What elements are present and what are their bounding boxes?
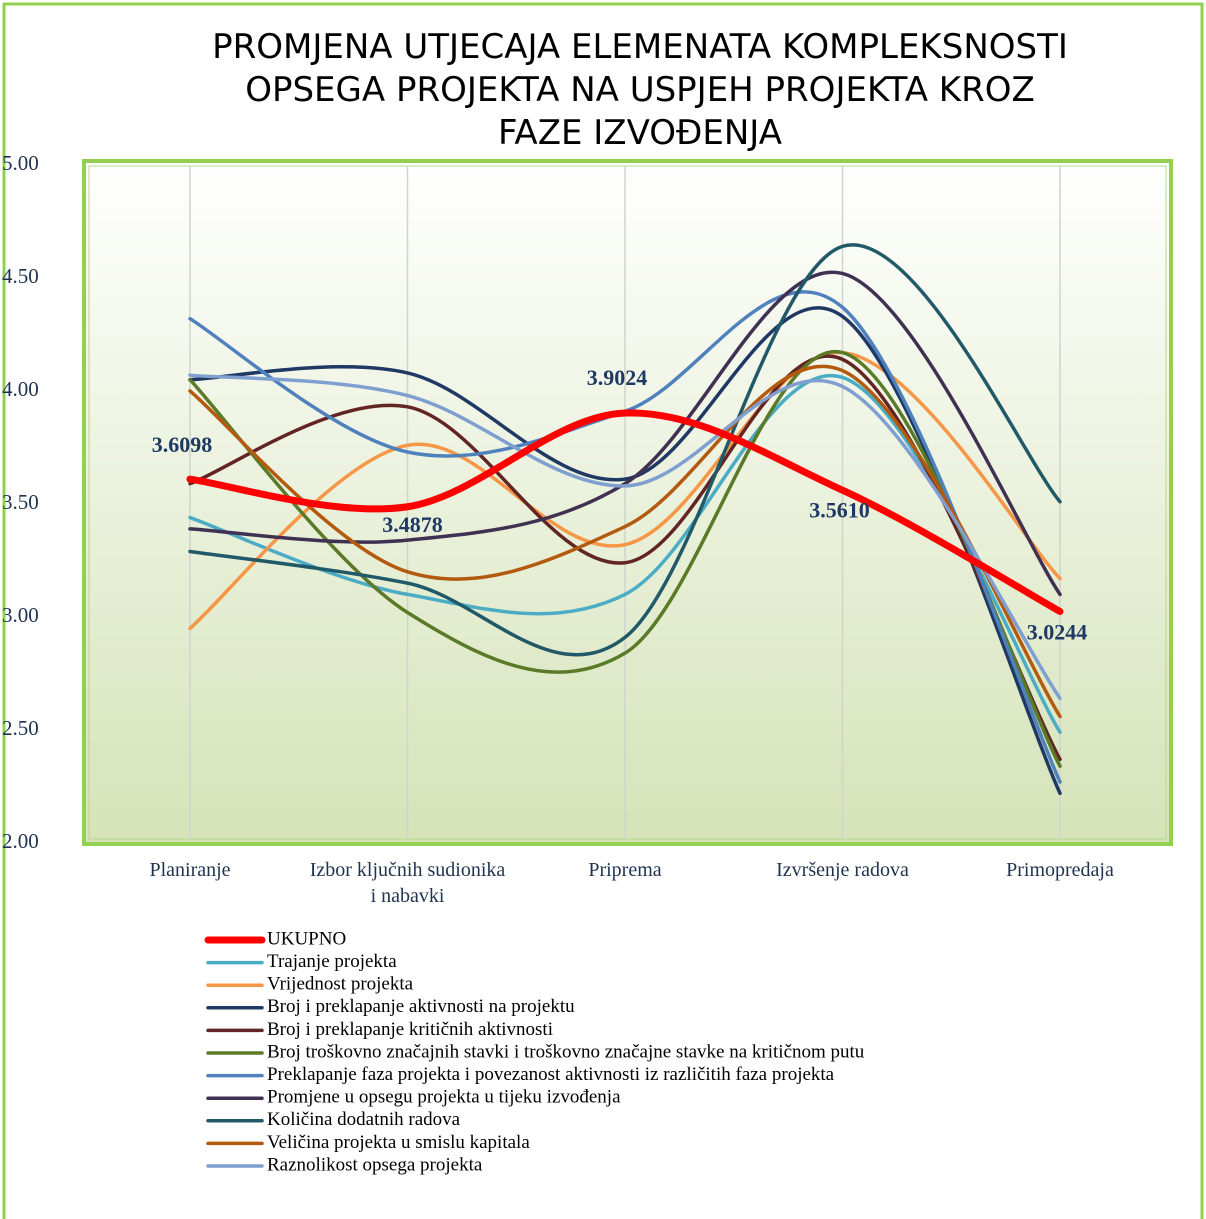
data-label: 3.9024 [587,365,648,390]
legend-label: Broj i preklapanje kritičnih aktivnosti [267,1019,553,1040]
series-line [188,373,1062,701]
legend-label: Broj i preklapanje aktivnosti na projekt… [267,996,575,1017]
legend-label: Veličina projekta u smislu kapitala [267,1132,530,1153]
legend-label: Broj troškovno značajnih stavki i troško… [267,1041,865,1062]
legend-label: Količina dodatnih radova [267,1109,461,1130]
x-tick-label: Priprema [588,859,662,881]
chart-title: FAZE IZVOĐENJA [498,113,782,153]
y-tick-label: 4.50 [2,264,39,288]
data-label: 3.4878 [382,512,443,537]
legend-label: Preklapanje faza projekta i povezanost a… [267,1064,835,1085]
series-line [188,364,1062,719]
legend-label: Promjene u opsegu projekta u tijeku izvo… [267,1087,621,1108]
chart-title: OPSEGA PROJEKTA NA USPJEH PROJEKTA KROZ [245,70,1035,110]
legend-label: Trajanje projekta [267,951,397,972]
y-tick-label: 4.00 [2,377,39,401]
data-label: 3.5610 [809,497,870,522]
series-line [186,409,1064,615]
data-label: 3.0244 [1027,620,1088,645]
x-tick-label: Planiranje [149,859,231,881]
x-tick-label: Izvršenje radova [776,859,909,881]
y-tick-label: 3.00 [2,603,39,627]
series-line [188,270,1062,597]
x-tick-label: Izbor ključnih sudionika i nabavki [309,859,506,907]
legend-label: UKUPNO [267,928,346,949]
y-tick-label: 3.50 [2,490,39,514]
legend-label: Raznolikost opsega projekta [267,1154,483,1175]
legend-label: Vrijednost projekta [267,974,414,995]
chart-title: PROMJENA UTJECAJA ELEMENATA KOMPLEKSNOST… [212,27,1068,67]
x-tick-label: Primopredaja [1006,859,1114,881]
y-tick-label: 2.50 [2,716,39,740]
series-line [188,243,1062,657]
plot-area [82,159,1173,846]
plot-inner-border [88,165,1167,840]
y-tick-label: 5.00 [2,151,39,175]
y-tick-label: 2.00 [2,829,39,853]
series-line [188,350,1062,631]
data-label: 3.6098 [152,432,213,457]
